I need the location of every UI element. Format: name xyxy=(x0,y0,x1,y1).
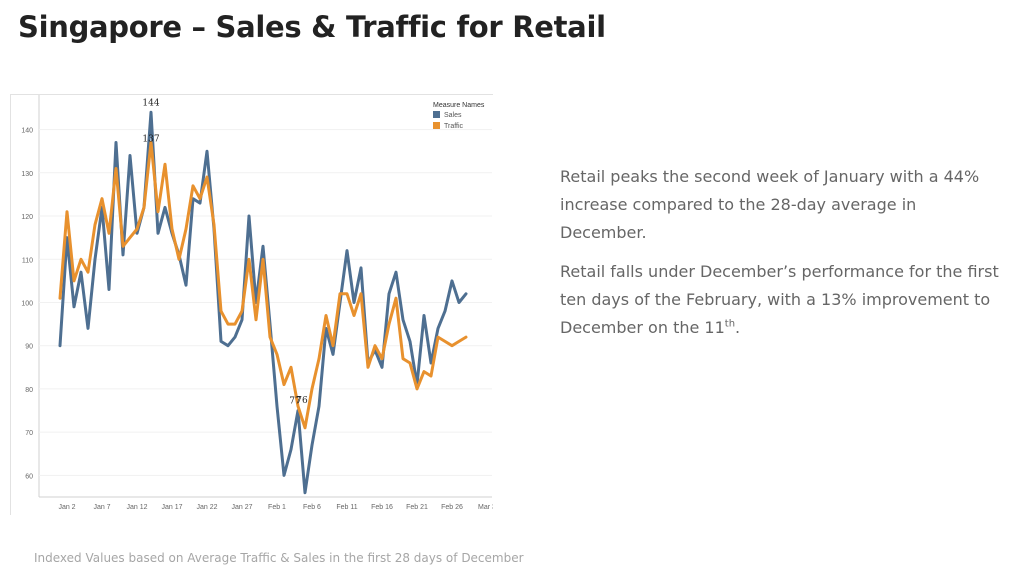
legend-title: Measure Names xyxy=(433,102,485,109)
x-tick-label-feb-11: Feb 11 xyxy=(336,504,357,511)
x-tick-label-feb-1: Feb 1 xyxy=(268,504,286,511)
chart-frame: 60 70 80 90 100 110 120 130 140 Jan 2 Jan 7 Jan 12 J… xyxy=(10,94,493,515)
x-tick-label-jan-2: Jan 2 xyxy=(58,504,75,511)
y-tick-label-80: 80 xyxy=(25,387,33,394)
data-label-traffic-76: 76 xyxy=(296,396,308,406)
commentary-paragraph-2-end: . xyxy=(735,318,741,337)
x-tick-label-feb-6: Feb 6 xyxy=(303,504,321,511)
sales-traffic-chart: 60 70 80 90 100 110 120 130 140 Jan 2 Jan 7 Jan 12 J… xyxy=(21,95,493,511)
y-tick-label-70: 70 xyxy=(25,430,33,437)
y-tick-label-110: 110 xyxy=(22,257,33,264)
x-tick-label-mar-3: Mar 3 xyxy=(478,504,493,511)
page-title: Singapore – Sales & Traffic for Retail xyxy=(18,10,606,44)
x-tick-label-jan-17: Jan 17 xyxy=(161,504,182,511)
legend-swatch-traffic xyxy=(433,122,440,129)
y-tick-label-100: 100 xyxy=(21,300,33,307)
ordinal-suffix: th xyxy=(724,318,736,330)
commentary-paragraph-1: Retail peaks the second week of January … xyxy=(560,167,980,242)
commentary: Retail peaks the second week of January … xyxy=(560,163,1000,353)
series-line-sales xyxy=(58,110,468,495)
commentary-paragraph-2: Retail falls under December’s performanc… xyxy=(560,258,1000,342)
x-tick-label-jan-7: Jan 7 xyxy=(93,504,110,511)
y-tick-label-140: 140 xyxy=(21,128,33,135)
legend-label-traffic: Traffic xyxy=(444,123,464,130)
data-label-traffic-137: 137 xyxy=(142,135,159,145)
x-tick-label-feb-16: Feb 16 xyxy=(371,504,393,511)
x-tick-label-jan-22: Jan 22 xyxy=(196,504,217,511)
x-tick-label-jan-12: Jan 12 xyxy=(126,504,147,511)
y-tick-label-120: 120 xyxy=(21,214,33,221)
series-line-traffic xyxy=(58,141,468,430)
x-tick-label-feb-21: Feb 21 xyxy=(406,504,428,511)
data-label-sales-77: 77 xyxy=(289,397,301,407)
legend-swatch-sales xyxy=(433,111,440,118)
data-label-sales-144: 144 xyxy=(142,98,159,108)
y-tick-label-90: 90 xyxy=(25,344,33,351)
y-tick-label-60: 60 xyxy=(25,473,33,480)
footnote: Indexed Values based on Average Traffic … xyxy=(34,551,524,565)
x-tick-label-jan-27: Jan 27 xyxy=(231,504,252,511)
commentary-paragraph-2-text: Retail falls under December’s performanc… xyxy=(560,262,999,337)
legend-label-sales: Sales xyxy=(444,112,462,119)
y-tick-label-130: 130 xyxy=(21,171,33,178)
x-tick-label-feb-26: Feb 26 xyxy=(441,504,463,511)
